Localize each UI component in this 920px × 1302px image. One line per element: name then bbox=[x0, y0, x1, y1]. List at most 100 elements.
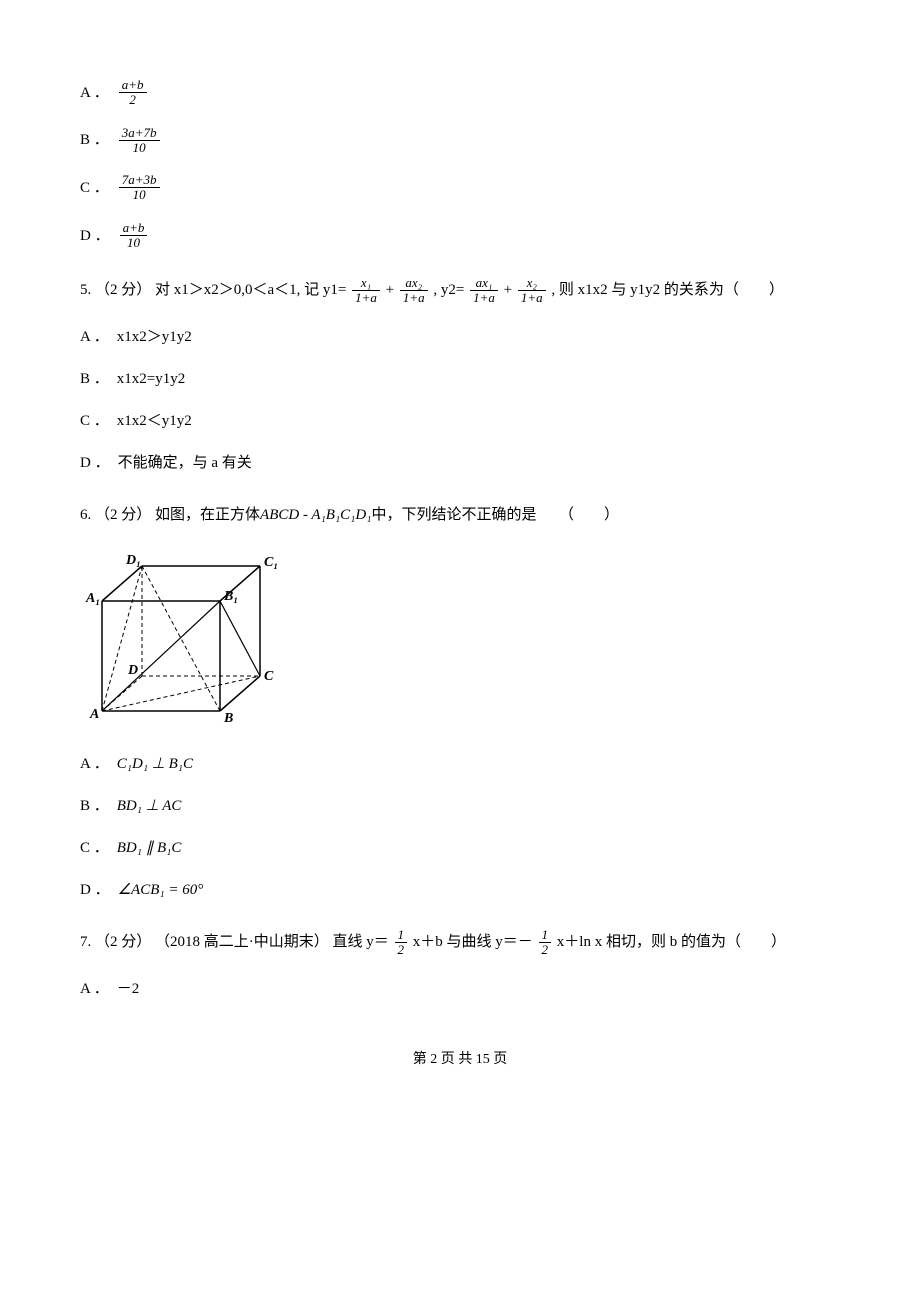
denominator: 10 bbox=[120, 236, 148, 250]
vertex-d: D bbox=[127, 663, 138, 678]
option-label: B ． bbox=[80, 794, 109, 818]
option-text: BD₁ ⊥ AC bbox=[117, 794, 182, 818]
denominator: 10 bbox=[119, 141, 160, 155]
stem-text: + bbox=[504, 282, 516, 298]
denominator: 1+a bbox=[518, 291, 546, 305]
question-stem: 5. （2 分） 对 x1＞x2＞0,0＜a＜1, 记 y1= x₁ 1+a +… bbox=[80, 274, 840, 307]
math-label: ABCD - A₁B₁C₁D₁ bbox=[260, 507, 371, 523]
question-stem: 7. （2 分） （2018 高二上·中山期末） 直线 y＝ 1 2 x＋b 与… bbox=[80, 926, 840, 959]
denominator: 2 bbox=[539, 943, 552, 957]
q4-option-c: C ． 7a+3b 10 bbox=[80, 173, 840, 203]
stem-text: + bbox=[386, 282, 398, 298]
q4-option-a: A ． a+b 2 bbox=[80, 78, 840, 108]
option-text: x1x2=y1y2 bbox=[117, 367, 185, 391]
option-text: ∠ACB₁ = 60° bbox=[118, 878, 204, 902]
question-source: （2018 高二上·中山期末） bbox=[155, 934, 329, 950]
numerator: x₁ bbox=[352, 276, 380, 291]
numerator: 7a+3b bbox=[119, 173, 160, 188]
option-label: C ． bbox=[80, 836, 109, 860]
fraction: ax₁ 1+a bbox=[470, 276, 498, 306]
denominator: 2 bbox=[119, 93, 147, 107]
q5-option-d: D ． 不能确定，与 a 有关 bbox=[80, 451, 840, 475]
numerator: 1 bbox=[539, 928, 552, 943]
option-label: B ． bbox=[80, 128, 109, 152]
vertex-b: B bbox=[223, 711, 233, 726]
vertex-c1: C₁ bbox=[264, 555, 278, 570]
fraction: 7a+3b 10 bbox=[119, 173, 160, 203]
option-label: D ． bbox=[80, 224, 110, 248]
numerator: 3a+7b bbox=[119, 126, 160, 141]
question-number: 5. bbox=[80, 282, 91, 298]
numerator: ax₁ bbox=[470, 276, 498, 291]
denominator: 1+a bbox=[400, 291, 428, 305]
option-text: BD₁ ∥ B₁C bbox=[117, 836, 182, 860]
option-label: D ． bbox=[80, 878, 110, 902]
denominator: 1+a bbox=[470, 291, 498, 305]
denominator: 1+a bbox=[352, 291, 380, 305]
vertex-b1: B₁ bbox=[223, 589, 238, 604]
numerator: a+b bbox=[119, 78, 147, 93]
q6-option-c: C ． BD₁ ∥ B₁C bbox=[80, 836, 840, 860]
fraction: a+b 10 bbox=[120, 221, 148, 251]
page-number: 第 2 页 共 15 页 bbox=[413, 1052, 508, 1067]
stem-text: x＋ln x 相切，则 b 的值为（ ） bbox=[557, 934, 786, 950]
option-label: D ． bbox=[80, 451, 110, 475]
option-label: A ． bbox=[80, 81, 109, 105]
fraction: a+b 2 bbox=[119, 78, 147, 108]
q5-option-b: B ． x1x2=y1y2 bbox=[80, 367, 840, 391]
stem-text: 对 x1＞x2＞0,0＜a＜1, 记 y1= bbox=[155, 282, 350, 298]
option-label: A ． bbox=[80, 325, 109, 349]
q6-option-d: D ． ∠ACB₁ = 60° bbox=[80, 878, 840, 902]
vertex-a: A bbox=[89, 707, 99, 722]
fraction: 1 2 bbox=[539, 928, 552, 958]
stem-text: , y2= bbox=[433, 282, 468, 298]
fraction: ax₂ 1+a bbox=[400, 276, 428, 306]
option-label: B ． bbox=[80, 367, 109, 391]
vertex-c: C bbox=[264, 669, 274, 684]
numerator: x₂ bbox=[518, 276, 546, 291]
option-text: 不能确定，与 a 有关 bbox=[118, 451, 252, 475]
question-number: 7. bbox=[80, 934, 91, 950]
denominator: 10 bbox=[119, 188, 160, 202]
question-stem: 6. （2 分） 如图，在正方体ABCD - A₁B₁C₁D₁中，下列结论不正确… bbox=[80, 499, 840, 532]
option-text: －2 bbox=[117, 977, 140, 1001]
option-text: x1x2＞y1y2 bbox=[117, 325, 192, 349]
question-points: （2 分） bbox=[95, 282, 151, 298]
option-label: C ． bbox=[80, 176, 109, 200]
question-points: （2 分） bbox=[95, 934, 151, 950]
q5-option-a: A ． x1x2＞y1y2 bbox=[80, 325, 840, 349]
fraction: x₂ 1+a bbox=[518, 276, 546, 306]
q4-option-d: D ． a+b 10 bbox=[80, 221, 840, 251]
stem-text: 直线 y＝ bbox=[333, 934, 393, 950]
question-6: 6. （2 分） 如图，在正方体ABCD - A₁B₁C₁D₁中，下列结论不正确… bbox=[80, 499, 840, 532]
page-footer: 第 2 页 共 15 页 bbox=[80, 1049, 840, 1071]
question-number: 6. bbox=[80, 507, 91, 523]
stem-text: 如图，在正方体 bbox=[155, 507, 260, 523]
option-label: C ． bbox=[80, 409, 109, 433]
cube-figure: A B C D A₁ B₁ C₁ D₁ bbox=[80, 546, 840, 734]
question-points: （2 分） bbox=[95, 507, 151, 523]
fraction: 3a+7b 10 bbox=[119, 126, 160, 156]
option-text: C₁D₁ ⊥ B₁C bbox=[117, 752, 193, 776]
cube-svg: A B C D A₁ B₁ C₁ D₁ bbox=[80, 546, 280, 726]
numerator: 1 bbox=[395, 928, 408, 943]
option-label: A ． bbox=[80, 752, 109, 776]
question-5: 5. （2 分） 对 x1＞x2＞0,0＜a＜1, 记 y1= x₁ 1+a +… bbox=[80, 274, 840, 307]
q5-option-c: C ． x1x2＜y1y2 bbox=[80, 409, 840, 433]
stem-text: , 则 x1x2 与 y1y2 的关系为（ ） bbox=[551, 282, 784, 298]
question-7: 7. （2 分） （2018 高二上·中山期末） 直线 y＝ 1 2 x＋b 与… bbox=[80, 926, 840, 959]
q6-option-a: A ． C₁D₁ ⊥ B₁C bbox=[80, 752, 840, 776]
fraction: x₁ 1+a bbox=[352, 276, 380, 306]
stem-text: x＋b 与曲线 y＝－ bbox=[413, 934, 537, 950]
numerator: a+b bbox=[120, 221, 148, 236]
option-label: A ． bbox=[80, 977, 109, 1001]
vertex-a1: A₁ bbox=[85, 591, 100, 606]
q7-option-a: A ． －2 bbox=[80, 977, 840, 1001]
vertex-d1: D₁ bbox=[125, 553, 141, 568]
fraction: 1 2 bbox=[395, 928, 408, 958]
denominator: 2 bbox=[395, 943, 408, 957]
numerator: ax₂ bbox=[400, 276, 428, 291]
q6-option-b: B ． BD₁ ⊥ AC bbox=[80, 794, 840, 818]
q4-option-b: B ． 3a+7b 10 bbox=[80, 126, 840, 156]
stem-text: 中，下列结论不正确的是 （ ） bbox=[371, 507, 619, 523]
